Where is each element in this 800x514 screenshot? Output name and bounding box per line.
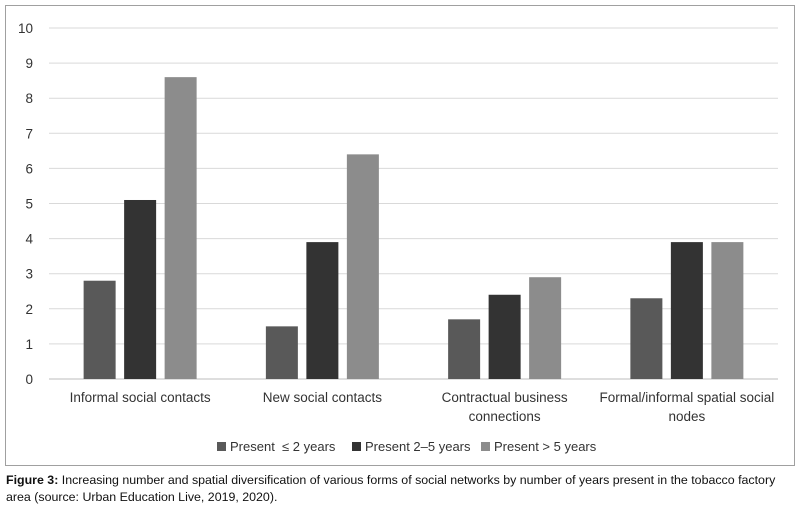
y-tick-label: 1 [25, 337, 33, 352]
bar [265, 326, 298, 379]
caption-label: Figure 3: [6, 473, 59, 487]
x-tick-label: nodes [668, 409, 705, 424]
chart-frame: 0 1 2 3 4 5 6 7 8 9 10 Informal social contacts New … [5, 5, 795, 466]
x-tick-label: connections [469, 409, 541, 424]
legend-swatch [352, 442, 361, 451]
legend-label: Present ≤ 2 years [230, 439, 336, 454]
bar [448, 319, 481, 379]
bar [346, 154, 379, 379]
bar [83, 280, 116, 379]
legend-label: Present 2–5 years [365, 439, 471, 454]
y-tick-label: 2 [25, 302, 33, 317]
y-tick-label: 4 [25, 232, 33, 247]
bar-chart: 0 1 2 3 4 5 6 7 8 9 10 Informal social contacts New … [18, 21, 778, 454]
y-tick-label: 6 [25, 161, 33, 176]
y-tick-label: 5 [25, 197, 33, 212]
bar [164, 77, 197, 379]
y-tick-label: 7 [25, 126, 33, 141]
y-tick-label: 8 [25, 91, 33, 106]
y-tick-label: 9 [25, 56, 33, 71]
x-tick-label: New social contacts [263, 390, 383, 405]
legend-swatch [217, 442, 226, 451]
caption-text: Increasing number and spatial diversific… [6, 473, 776, 504]
bar [711, 242, 744, 379]
y-tick-label: 10 [18, 21, 33, 36]
bar [670, 242, 703, 379]
y-tick-label: 3 [25, 267, 33, 282]
bar [124, 199, 157, 379]
bar [488, 294, 521, 379]
x-tick-label: Formal/informal spatial social [599, 390, 774, 405]
bar [306, 242, 339, 379]
x-tick-label: Contractual business [442, 390, 568, 405]
legend-swatch [481, 442, 490, 451]
figure-caption: Figure 3: Increasing number and spatial … [6, 472, 796, 506]
x-tick-label: Informal social contacts [70, 390, 211, 405]
y-tick-label: 0 [25, 372, 33, 387]
bar [529, 277, 562, 379]
bar [630, 298, 663, 379]
legend-label: Present > 5 years [494, 439, 597, 454]
